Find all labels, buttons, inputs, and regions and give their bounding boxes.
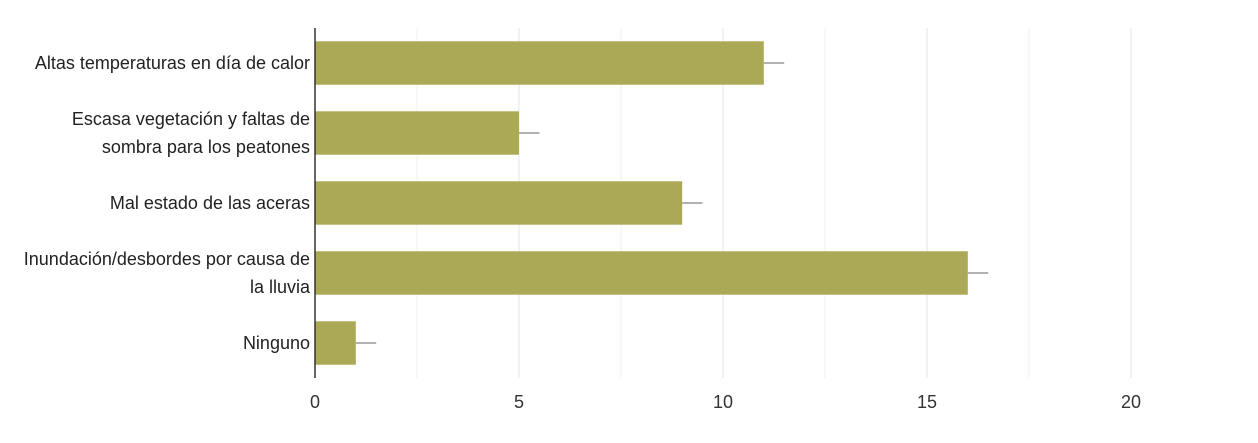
bar bbox=[315, 111, 519, 155]
y-tick-label: Escasa vegetación y faltas de sombra par… bbox=[71, 109, 310, 157]
x-tick-label: 20 bbox=[1121, 392, 1141, 412]
y-tick-label: Mal estado de las aceras bbox=[109, 193, 310, 213]
y-tick-label: Ninguno bbox=[242, 333, 310, 353]
x-tick-label: 15 bbox=[917, 392, 937, 412]
bar bbox=[315, 251, 968, 295]
y-tick-label: Inundación/desbordes por causa de la llu… bbox=[23, 249, 310, 297]
x-tick-label: 5 bbox=[514, 392, 524, 412]
bar bbox=[315, 41, 764, 85]
y-tick-label: Altas temperaturas en día de calor bbox=[34, 53, 310, 73]
bar bbox=[315, 181, 683, 225]
x-tick-label: 10 bbox=[713, 392, 733, 412]
x-tick-label: 0 bbox=[310, 392, 320, 412]
bar bbox=[315, 321, 356, 365]
